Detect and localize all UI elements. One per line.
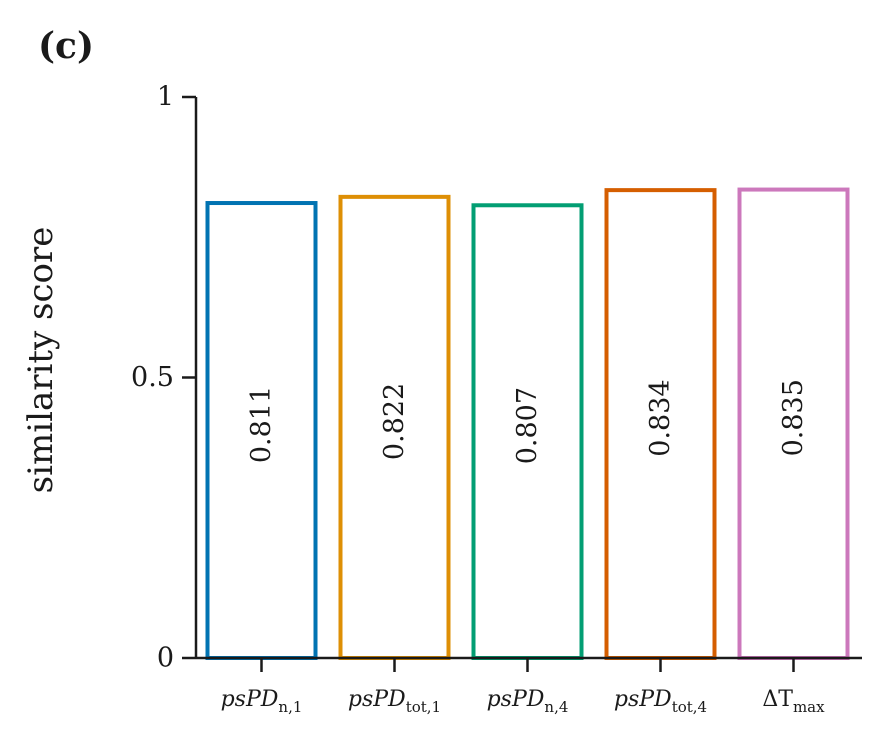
y-axis: 00.51 — [131, 82, 198, 674]
x-tick-label: psPDn,4 — [487, 687, 569, 716]
x-tick-label: psPDtot,1 — [348, 687, 441, 716]
bars-group: 0.811 0.822 0.807 0.834 0.835 — [205, 187, 850, 661]
y-axis-label: similarity score — [21, 227, 61, 494]
y-tick-label: 0 — [157, 643, 174, 674]
bar-value-label: 0.834 — [645, 379, 676, 456]
x-tick-label-base: psPD — [487, 687, 545, 712]
x-tick-label-subscript: tot,4 — [672, 698, 707, 716]
x-tick-label: psPDtot,4 — [614, 687, 707, 716]
bar-value-label: 0.835 — [778, 379, 809, 456]
x-tick-label-base: psPD — [221, 687, 279, 712]
bar-value-label: 0.811 — [246, 386, 277, 463]
x-tick-label-subscript: max — [793, 698, 825, 716]
x-tick-label-subscript: n,4 — [544, 698, 568, 716]
x-tick-label-base: psPD — [348, 687, 406, 712]
x-tick-label-base: ΔT — [762, 687, 793, 712]
bar-value-label: 0.807 — [512, 387, 543, 464]
x-tick-label-base: psPD — [614, 687, 672, 712]
x-tick-label: psPDn,1 — [221, 687, 303, 716]
bar-value-label: 0.822 — [379, 383, 410, 460]
x-tick-label: ΔTmax — [762, 687, 825, 716]
x-axis: psPDn,1 psPDtot,1 psPDn,4 psPDtot,4 ΔTmax — [196, 656, 862, 716]
panel-label: (c) — [38, 25, 94, 67]
x-tick-label-subscript: n,1 — [278, 698, 302, 716]
y-tick-label: 0.5 — [131, 362, 174, 393]
x-tick-label-subscript: tot,1 — [406, 698, 441, 716]
y-tick-label: 1 — [157, 82, 174, 113]
